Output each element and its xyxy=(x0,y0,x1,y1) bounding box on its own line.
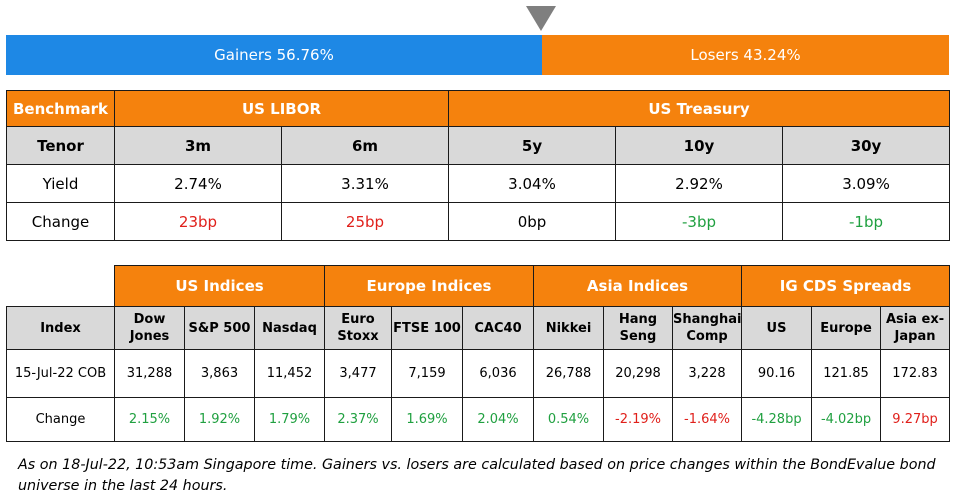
tenor-cell: 5y xyxy=(448,126,616,165)
index-value: 3,477 xyxy=(324,349,392,398)
index-name: Euro Stoxx xyxy=(324,306,392,350)
change-label: Change xyxy=(6,202,115,241)
index-value: 31,288 xyxy=(114,349,185,398)
index-value: 20,298 xyxy=(603,349,673,398)
index-change: -2.19% xyxy=(603,397,673,442)
change-cell: 25bp xyxy=(281,202,449,241)
index-name: US xyxy=(741,306,813,350)
index-name: Asia ex-Japan xyxy=(880,306,951,350)
tenor-cell: 6m xyxy=(281,126,449,165)
index-value: 26,788 xyxy=(533,349,604,398)
tenor-row: Tenor 3m 6m 5y 10y 30y xyxy=(6,126,951,165)
index-value: 6,036 xyxy=(462,349,534,398)
change-label: Change xyxy=(6,397,115,442)
losers-label: Losers 43.24% xyxy=(690,46,801,64)
yield-cell: 2.74% xyxy=(114,164,282,203)
index-value: 7,159 xyxy=(391,349,463,398)
index-name: Europe xyxy=(811,306,882,350)
index-value: 121.85 xyxy=(811,349,882,398)
date-label: 15-Jul-22 COB xyxy=(6,349,115,398)
indices-header-row: US Indices Europe Indices Asia Indices I… xyxy=(6,265,951,307)
rates-change-row: Change 23bp 25bp 0bp -3bp -1bp xyxy=(6,202,951,241)
yield-label: Yield xyxy=(6,164,115,203)
index-name: CAC40 xyxy=(462,306,534,350)
index-value: 90.16 xyxy=(741,349,813,398)
tenor-cell: 10y xyxy=(615,126,783,165)
index-change-row: Change 2.15% 1.92% 1.79% 2.37% 1.69% 2.0… xyxy=(6,397,951,442)
index-label: Index xyxy=(6,306,115,350)
index-name: Nikkei xyxy=(533,306,604,350)
yield-cell: 3.04% xyxy=(448,164,616,203)
europe-indices-header: Europe Indices xyxy=(324,265,534,307)
change-cell: -1bp xyxy=(781,202,951,241)
index-change: 2.15% xyxy=(114,397,185,442)
corner-cell xyxy=(6,265,115,307)
index-change: 1.92% xyxy=(184,397,255,442)
index-value: 3,863 xyxy=(184,349,255,398)
change-cell: 0bp xyxy=(448,202,616,241)
index-change: -4.28bp xyxy=(741,397,813,442)
index-change: 0.54% xyxy=(533,397,604,442)
index-change: 9.27bp xyxy=(880,397,951,442)
rates-header-row: Benchmark US LIBOR US Treasury xyxy=(6,90,951,127)
index-name: Dow Jones xyxy=(114,306,185,350)
libor-header: US LIBOR xyxy=(114,90,449,127)
footnote: As on 18-Jul-22, 10:53am Singapore time.… xyxy=(18,457,936,494)
index-value: 11,452 xyxy=(254,349,325,398)
rates-table: Benchmark US LIBOR US Treasury Tenor 3m … xyxy=(6,90,951,241)
index-change: 1.79% xyxy=(254,397,325,442)
yield-cell: 3.31% xyxy=(281,164,449,203)
treasury-header: US Treasury xyxy=(447,90,951,127)
change-cell: -3bp xyxy=(615,202,783,241)
index-name: FTSE 100 xyxy=(391,306,463,350)
index-change: -1.64% xyxy=(671,397,743,442)
indices-table: US Indices Europe Indices Asia Indices I… xyxy=(6,265,951,442)
gainers-segment: Gainers 56.76% xyxy=(6,35,542,75)
index-name: Nasdaq xyxy=(254,306,325,350)
index-name-row: Index Dow Jones S&P 500 Nasdaq Euro Stox… xyxy=(6,306,951,350)
change-cell: 23bp xyxy=(114,202,282,241)
tenor-cell: 30y xyxy=(781,126,951,165)
us-indices-header: US Indices xyxy=(114,265,325,307)
tenor-cell: 3m xyxy=(114,126,282,165)
gainers-label: Gainers 56.76% xyxy=(214,46,334,64)
yield-cell: 2.92% xyxy=(615,164,783,203)
market-split-marker-icon xyxy=(526,6,556,31)
index-name: Shanghai Comp xyxy=(671,306,743,350)
losers-segment: Losers 43.24% xyxy=(542,35,949,75)
gainers-losers-bar: Gainers 56.76% Losers 43.24% xyxy=(6,35,949,75)
tenor-label: Tenor xyxy=(6,126,115,165)
index-change: -4.02bp xyxy=(811,397,882,442)
index-value: 3,228 xyxy=(671,349,743,398)
index-change: 2.04% xyxy=(462,397,534,442)
index-value-row: 15-Jul-22 COB 31,288 3,863 11,452 3,477 … xyxy=(6,349,951,398)
yield-row: Yield 2.74% 3.31% 3.04% 2.92% 3.09% xyxy=(6,164,951,203)
yield-cell: 3.09% xyxy=(781,164,951,203)
index-change: 2.37% xyxy=(324,397,392,442)
index-value: 172.83 xyxy=(880,349,951,398)
asia-indices-header: Asia Indices xyxy=(532,265,743,307)
index-name: Hang Seng xyxy=(603,306,673,350)
index-change: 1.69% xyxy=(391,397,463,442)
index-name: S&P 500 xyxy=(184,306,255,350)
cds-spreads-header: IG CDS Spreads xyxy=(741,265,951,307)
benchmark-header: Benchmark xyxy=(6,90,115,127)
